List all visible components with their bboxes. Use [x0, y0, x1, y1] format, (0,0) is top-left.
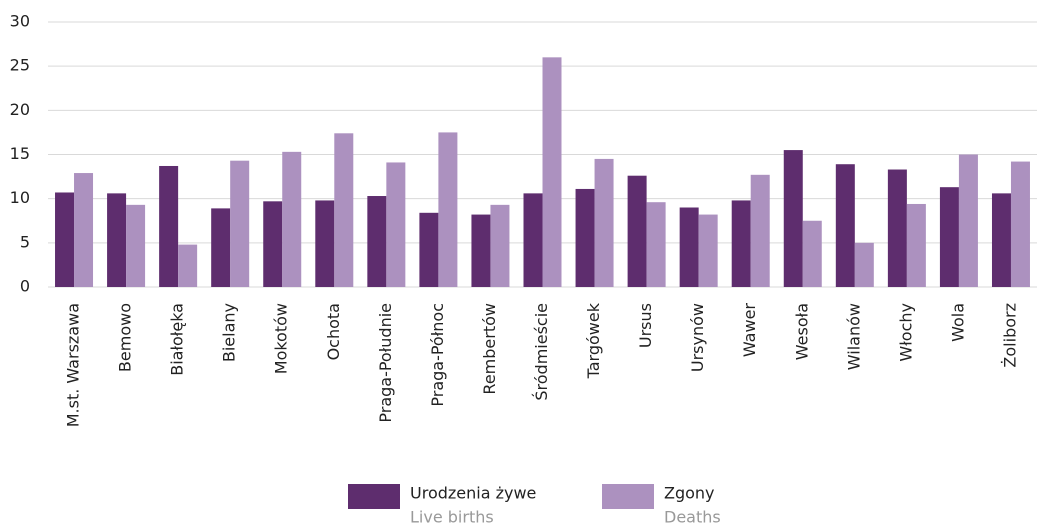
x-tick-label: Wola: [948, 303, 967, 342]
x-tick-label: Wesoła: [792, 303, 811, 360]
bar: [263, 201, 283, 287]
bar: [315, 200, 335, 287]
bar: [178, 244, 198, 287]
bar: [835, 164, 855, 287]
bar: [211, 208, 231, 287]
legend-sublabel: Deaths: [664, 508, 721, 527]
legend-label: Urodzenia żywe: [410, 484, 536, 503]
bar: [594, 158, 614, 287]
x-tick-label: Bielany: [220, 303, 239, 362]
bar: [958, 154, 978, 287]
y-tick-label: 0: [20, 277, 30, 296]
x-tick-label: Ursynów: [688, 303, 707, 372]
bar: [906, 203, 926, 287]
bar: [627, 175, 647, 287]
y-tick-label: 15: [10, 144, 30, 163]
bar: [230, 160, 250, 287]
bar: [679, 207, 699, 287]
x-tick-label: Białołęka: [168, 303, 187, 376]
x-tick-label: Ursus: [636, 303, 655, 348]
bar: [334, 133, 354, 287]
x-tick-label: Bemowo: [116, 303, 135, 372]
bar: [991, 193, 1011, 287]
y-tick-label: 5: [20, 232, 30, 251]
x-tick-label: Włochy: [896, 303, 915, 362]
bar: [282, 151, 302, 287]
bar: [542, 57, 562, 288]
legend-label: Zgony: [664, 484, 715, 503]
y-tick-label: 25: [10, 56, 30, 75]
bar: [159, 165, 179, 287]
bar: [386, 162, 406, 287]
bar: [490, 204, 510, 287]
bar: [55, 192, 75, 287]
x-tick-label: Targówek: [584, 302, 603, 379]
x-tick-label: Mokotów: [272, 303, 291, 374]
x-tick-label: Żoliborz: [1000, 303, 1019, 368]
bar: [854, 242, 874, 287]
bar: [750, 174, 770, 287]
legend-swatch: [348, 484, 400, 509]
bar: [698, 214, 718, 287]
bar: [438, 132, 458, 287]
y-tick-label: 10: [10, 188, 30, 207]
bar: [887, 169, 907, 287]
x-tick-label: Wawer: [740, 303, 759, 358]
x-tick-label: Praga-Południe: [376, 303, 395, 423]
legend-swatch: [602, 484, 654, 509]
bar: [646, 202, 666, 287]
bar: [731, 200, 751, 287]
bar: [74, 173, 94, 287]
y-tick-label: 30: [10, 12, 30, 31]
bar: [367, 196, 387, 287]
bar: [939, 187, 959, 287]
bar: [802, 220, 822, 287]
bar: [1010, 161, 1030, 287]
x-tick-label: Wilanów: [844, 303, 863, 370]
y-tick-label: 20: [10, 100, 30, 119]
x-tick-label: Ochota: [324, 303, 343, 360]
x-tick-label: Rembertów: [480, 303, 499, 395]
x-tick-label: Śródmieście: [532, 303, 551, 401]
legend-sublabel: Live births: [410, 508, 494, 527]
bar: [419, 212, 439, 287]
x-tick-label: Praga-Północ: [428, 303, 447, 407]
x-tick-label: M.st. Warszawa: [64, 303, 83, 427]
bar: [471, 214, 491, 287]
bar: [107, 193, 127, 287]
bar: [126, 204, 146, 287]
bar: [523, 193, 543, 287]
bar: [575, 188, 595, 287]
bar: [783, 150, 803, 287]
